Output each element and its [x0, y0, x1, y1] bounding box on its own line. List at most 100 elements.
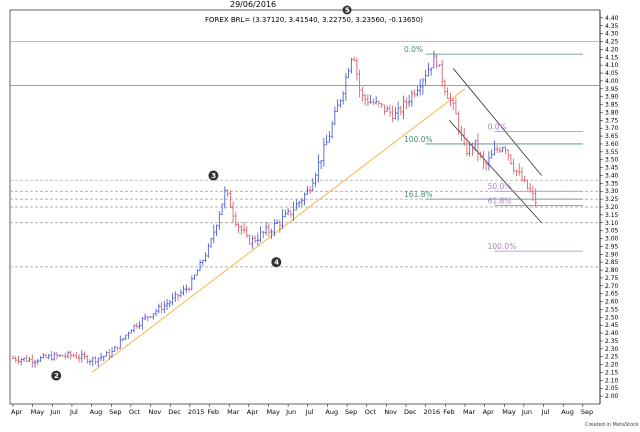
x-tick-label: May: [266, 408, 280, 416]
y-tick-label: 2.20: [605, 362, 619, 369]
y-tick-label: 3.45: [605, 165, 619, 172]
x-tick-label: Sep: [109, 408, 121, 416]
x-tick-label: 2015: [188, 408, 205, 416]
y-tick-label: 3.65: [605, 133, 619, 140]
y-tick-label: 3.70: [605, 125, 619, 132]
horizontal-levels: [10, 41, 600, 268]
x-tick-label: Aug: [561, 408, 574, 416]
channel-upper-line: [452, 68, 542, 176]
fib-label: 100.0%: [488, 242, 517, 251]
y-tick-label: 2.85: [605, 259, 619, 266]
y-tick-label: 3.40: [605, 172, 619, 179]
y-tick-label: 3.55: [605, 149, 619, 156]
x-tick-label: Apr: [11, 408, 23, 416]
y-tick-label: 2.40: [605, 330, 619, 337]
wave-marker-label: 2: [54, 372, 59, 380]
y-tick-label: 3.35: [605, 180, 619, 187]
y-tick-label: 4.25: [605, 39, 619, 46]
x-tick-label: Mar: [227, 408, 240, 416]
wave-marker: [208, 170, 219, 181]
fib-label: 0.0%: [488, 122, 507, 131]
y-tick-label: 3.30: [605, 188, 619, 195]
fib-label: 100.0%: [404, 135, 433, 144]
y-tick-label: 2.10: [605, 377, 619, 384]
x-tick-label: Aug: [90, 408, 103, 416]
y-tick-label: 2.05: [605, 385, 619, 392]
metastock-credit: Created in MetaStock: [585, 422, 639, 428]
x-tick-label: Aug: [325, 408, 338, 416]
y-tick-label: 4.10: [605, 62, 619, 69]
y-tick-label: 4.20: [605, 46, 619, 53]
x-tick-label: Feb: [443, 408, 455, 416]
y-tick-label: 2.25: [605, 354, 619, 361]
x-tick-label: Oct: [129, 408, 141, 416]
y-tick-label: 4.35: [605, 23, 619, 30]
y-tick-label: 2.00: [605, 393, 619, 400]
y-tick-label: 2.35: [605, 338, 619, 345]
y-tick-label: 3.50: [605, 157, 619, 164]
y-tick-label: 2.60: [605, 299, 619, 306]
x-axis-ticks: Apr May Jun Jul Aug Sep Oct Nov Dec 2015 Feb Mar Apr…: [11, 404, 593, 416]
wave-marker: [51, 370, 62, 381]
y-tick-label: 2.15: [605, 369, 619, 376]
fib-levels: 0.0% 100.0% 161.8% 0.0% 50.0% 61.8% 100.0%: [404, 45, 583, 252]
chart-legend: FOREX BRL= (3.37120, 3.41540, 3.22750, 3…: [205, 16, 424, 24]
y-tick-label: 4.00: [605, 78, 619, 85]
y-axis-ticks: 2.002.052.102.152.202.252.302.352.402.45…: [600, 15, 619, 400]
x-tick-label: Sep: [345, 408, 357, 416]
x-tick-label: Sep: [581, 408, 593, 416]
y-tick-label: 3.00: [605, 236, 619, 243]
x-tick-label: May: [502, 408, 516, 416]
x-tick-label: Feb: [208, 408, 220, 416]
x-tick-label: Dec: [404, 408, 417, 416]
wave-marker-top-label: 5: [345, 7, 350, 15]
y-tick-label: 3.05: [605, 228, 619, 235]
x-tick-label: Nov: [149, 408, 162, 416]
wave-marker-top: [342, 5, 352, 15]
y-tick-label: 4.15: [605, 54, 619, 61]
y-tick-label: 3.20: [605, 204, 619, 211]
x-tick-label: Jul: [305, 408, 314, 416]
x-tick-label: Apr: [483, 408, 495, 416]
y-tick-label: 2.30: [605, 346, 619, 353]
wave-markers: 2 3 4 5: [51, 5, 352, 381]
x-tick-label: Dec: [168, 408, 181, 416]
fib-label: 50.0%: [488, 182, 512, 191]
fib-label: 0.0%: [404, 45, 423, 54]
x-tick-label: May: [31, 408, 45, 416]
trendlines: [91, 68, 542, 373]
y-tick-label: 3.15: [605, 212, 619, 219]
y-tick-label: 2.75: [605, 275, 619, 282]
y-tick-label: 4.40: [605, 15, 619, 22]
wave-marker-label: 3: [211, 172, 216, 180]
y-tick-label: 2.55: [605, 306, 619, 313]
y-tick-label: 2.70: [605, 283, 619, 290]
chart-date-title: 29/06/2016: [230, 0, 277, 9]
fib-label: 61.8%: [488, 196, 512, 205]
y-tick-label: 2.90: [605, 251, 619, 258]
y-tick-label: 3.25: [605, 196, 619, 203]
wave-marker: [271, 257, 282, 268]
x-tick-label: Jun: [285, 408, 296, 416]
y-tick-label: 3.95: [605, 86, 619, 93]
y-tick-label: 3.75: [605, 117, 619, 124]
y-tick-label: 3.60: [605, 141, 619, 148]
price-bars: [11, 50, 537, 368]
y-tick-label: 3.10: [605, 220, 619, 227]
x-tick-label: Jun: [49, 408, 60, 416]
y-tick-label: 2.80: [605, 267, 619, 274]
y-tick-label: 4.05: [605, 70, 619, 77]
support-trendline: [91, 88, 466, 373]
y-tick-label: 4.30: [605, 31, 619, 38]
x-tick-label: Mar: [463, 408, 476, 416]
fib-label: 161.8%: [404, 190, 433, 199]
channel-lower-line: [448, 120, 542, 224]
x-tick-label: Jul: [541, 408, 550, 416]
x-tick-label: 2016: [424, 408, 441, 416]
y-tick-label: 2.45: [605, 322, 619, 329]
y-tick-label: 3.90: [605, 94, 619, 101]
y-tick-label: 3.85: [605, 102, 619, 109]
y-tick-label: 2.50: [605, 314, 619, 321]
y-tick-label: 2.65: [605, 291, 619, 298]
x-tick-label: Jun: [521, 408, 532, 416]
